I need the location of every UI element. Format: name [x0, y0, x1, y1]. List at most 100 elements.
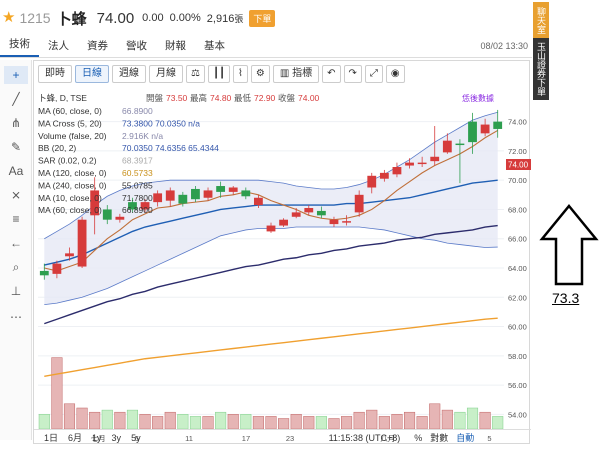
trend-line-icon[interactable]: ╱ [12, 92, 20, 106]
indicators-button[interactable]: ▥ 指標 [272, 65, 320, 83]
price-tick: 58.00 [508, 352, 527, 361]
tab-institutional[interactable]: 法人 [48, 40, 69, 52]
zoom-icon[interactable]: ⌕ [12, 260, 20, 274]
volume-bar [479, 411, 491, 430]
volume-bar [441, 409, 453, 430]
candle-body [115, 216, 125, 220]
more-icon[interactable]: ⋯ [10, 310, 22, 324]
volume-bar [114, 411, 126, 430]
chatroom-link[interactable]: 聊天室 [533, 2, 549, 38]
text-tool-icon[interactable]: Aa [8, 164, 24, 178]
snapshot-camera-icon[interactable]: ◉ [385, 65, 405, 83]
candle-body [165, 190, 175, 201]
undo-icon[interactable]: ↶ [322, 65, 341, 83]
range-1y[interactable]: 1y [92, 432, 102, 443]
tab-basics[interactable]: 基本 [204, 40, 225, 52]
price-tick: 70.00 [508, 176, 527, 185]
range-5y[interactable]: 5y [131, 432, 141, 443]
realtime-button[interactable]: 即時 [38, 65, 72, 83]
range-3y[interactable]: 3y [111, 432, 122, 443]
volume-bar [303, 416, 315, 430]
date-tick: 11 [185, 434, 193, 443]
legend-settings-link[interactable]: 恁後數據 [462, 93, 494, 103]
range-1d[interactable]: 1日 [44, 433, 59, 443]
tab-margin[interactable]: 資券 [87, 40, 108, 52]
legend-indicator-value: 73.3800 70.0350 n/a [122, 118, 200, 128]
order-button[interactable]: 下單 [249, 9, 276, 27]
auto-toggle[interactable]: 自動 [456, 433, 475, 443]
weekly-button[interactable]: 週線 [112, 65, 146, 83]
fullscreen-icon[interactable]: ⤢ [364, 65, 383, 83]
chart-frame: 即時 日線 週線 月線 ⚖ ┃┃ ⌇ ⚙ ▥ 指標 ↶ ↷ ⤢ ◉ 74.00 7… [33, 60, 531, 445]
ma60-line [44, 224, 498, 325]
percent-toggle[interactable]: % [414, 432, 423, 443]
redo-icon[interactable]: ↷ [343, 65, 362, 83]
settings-gear-icon[interactable]: ⚙ [250, 65, 270, 83]
chart-type-icon[interactable]: ⌇ [233, 65, 248, 83]
candlesticks [39, 109, 503, 280]
volume-bar [429, 403, 441, 430]
candle-body [417, 162, 427, 165]
legend-indicator-value: 66.8900 [122, 106, 153, 116]
date-tick: 5 [135, 434, 139, 443]
price-tick: 60.00 [508, 323, 527, 332]
measure-icon[interactable]: ⊥ [10, 284, 22, 298]
indicators-icon: ▥ [279, 68, 293, 79]
tab-financials[interactable]: 財報 [165, 40, 186, 52]
price-tick: 56.00 [508, 381, 527, 390]
range-6m[interactable]: 6月 [68, 433, 83, 443]
candle-body [191, 188, 200, 200]
candle-body [65, 253, 74, 257]
crosshair-icon[interactable]: + [4, 66, 28, 84]
volume-bars [38, 357, 504, 430]
tab-revenue[interactable]: 營收 [126, 40, 147, 52]
volume-bar [215, 411, 227, 430]
legend-indicator-label: MA (10, close, 0) [38, 193, 102, 203]
pitchfork-icon[interactable]: ⋔ [10, 116, 22, 130]
volume-bar [89, 411, 101, 430]
broker-order-link[interactable]: 玉山證券下單 [533, 38, 549, 100]
price-change-pct: 0.00% [169, 12, 201, 24]
legend-high: 74.80 [210, 93, 232, 103]
volume-value: 2,916 [206, 12, 235, 25]
candle-body [228, 187, 238, 192]
fibonacci-icon[interactable]: ≡ [12, 212, 20, 226]
back-arrow-icon[interactable]: ← [10, 236, 22, 250]
chart-toolbar: 即時 日線 週線 月線 ⚖ ┃┃ ⌇ ⚙ ▥ 指標 ↶ ↷ ⤢ ◉ [34, 61, 529, 87]
date-tick: 八月 [380, 434, 395, 443]
legend-indicator-value: 55.0785 [122, 180, 153, 190]
legend-low-label: 最低 [234, 93, 252, 103]
annotation-value: 73.3 [552, 290, 580, 306]
candle-body [128, 202, 137, 210]
date-tick: 23 [286, 434, 294, 443]
volume-bar [126, 409, 138, 430]
candle-style-icon[interactable]: ┃┃ [207, 65, 231, 83]
volume-bar [366, 409, 378, 430]
price-chart[interactable]: 74.00 72.00 70.00 68.00 66.00 64.00 62.00 60.00… [34, 87, 531, 445]
stock-name: 卜蜂 [56, 10, 87, 28]
monthly-button[interactable]: 月線 [149, 65, 183, 83]
daily-button[interactable]: 日線 [75, 65, 109, 83]
candle-body [480, 124, 490, 134]
candle-body [216, 186, 226, 192]
price-tick: 72.00 [508, 147, 527, 156]
volume-bar [328, 418, 340, 430]
legend-open-label: 開盤 [146, 93, 164, 103]
last-price: 74.00 [96, 9, 135, 27]
last-price-tag-label: 74.00 [508, 161, 529, 170]
up-arrow-annotation-icon [539, 204, 599, 286]
candle-body [304, 207, 314, 213]
volume-bar [76, 407, 88, 430]
favorite-star-icon[interactable]: ★ [2, 9, 16, 26]
candle-body [140, 202, 150, 210]
tab-technical[interactable]: 技術 [0, 36, 39, 57]
pattern-icon[interactable]: ⨯ [10, 188, 22, 202]
candle-body [279, 219, 289, 226]
brush-icon[interactable]: ✎ [10, 140, 22, 154]
log-toggle[interactable]: 對數 [430, 433, 449, 443]
last-price-tag [506, 159, 531, 170]
candle-body [316, 210, 326, 216]
volume-bar [492, 416, 504, 430]
compare-icon[interactable]: ⚖ [186, 65, 205, 83]
legend-indicator-label: Volume (false, 20) [38, 131, 107, 141]
